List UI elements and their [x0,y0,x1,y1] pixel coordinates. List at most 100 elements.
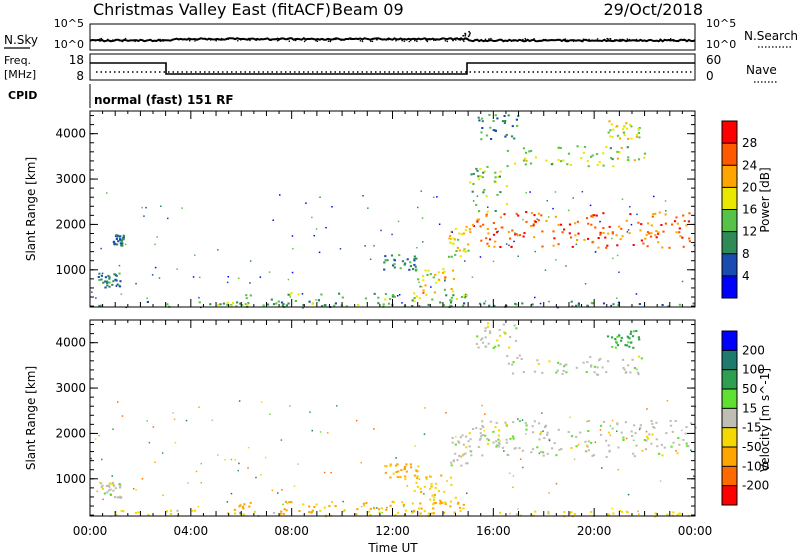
power-cell [660,224,663,226]
vel-cell [278,514,281,517]
power-cell [108,276,111,279]
power-cell [477,116,480,119]
power-cell [418,297,421,300]
vel-cell [331,500,334,503]
power-cell [557,243,560,246]
vel-cell [118,486,122,489]
power-noise-cell [259,276,262,278]
vel-cell [612,512,615,515]
power-cell [522,147,525,150]
power-cell [481,117,484,120]
vel-cell [629,371,632,374]
power-cell [678,227,681,230]
vel-cell [620,336,623,339]
vel-cell [575,366,578,369]
vel-cell [561,372,564,375]
noise-search-point [468,30,470,33]
power-cell [590,155,593,158]
vel-noise-cell [102,498,104,501]
power-noise-cell [156,236,158,238]
vel-cell [685,442,688,445]
vel-noise-cell [174,441,177,444]
vel-cell [593,371,596,374]
noise-search-point [659,38,661,40]
vel-cell [511,372,515,375]
vel-cell [648,433,651,436]
noise-search-point [196,38,199,40]
power-cell [454,227,457,230]
power-cell [651,215,654,218]
time-tick-label: 12:00 [375,524,410,538]
vel-cell [513,324,516,327]
power-cell [494,227,497,230]
power-cell [487,245,491,248]
vel-noise-cell [239,512,241,514]
colorbar-segment [722,275,737,299]
power-cell [597,246,600,249]
power-cell [489,126,492,129]
vel-cell [392,501,396,504]
power-noise-cell [369,258,372,260]
vel-cell [625,510,629,513]
power-cell [606,244,609,247]
power-noise-cell [420,190,422,192]
power-cell [608,120,611,123]
power-cell [560,160,563,163]
noise-search-point [522,38,524,41]
power-cell [482,223,485,226]
power-cell [219,303,222,306]
noise-search-point [124,37,127,40]
noise-search-point [329,40,332,43]
vel-cell [308,511,311,514]
vel-cell [484,336,487,339]
power-cell [524,151,528,154]
noise-search-point [669,38,672,40]
noise-search-point [426,39,428,42]
vel-cell [503,331,506,334]
vel-noise-cell [594,441,597,443]
power-cell [112,241,115,244]
power-cell [667,305,670,308]
vel-cell [499,511,502,514]
noise-search-point [484,38,487,41]
power-cell [675,216,678,219]
vel-noise-cell [269,413,271,415]
power-cell [532,222,535,225]
vel-cell [410,466,413,469]
power-cell [494,114,497,117]
power-cell [98,279,101,281]
vel-cell [238,505,241,508]
power-cell [504,120,507,122]
vel-cell [394,514,397,517]
power-cell [616,244,619,247]
vel-cell [432,503,435,506]
noise-search-point [433,39,435,41]
vel-cell [100,486,103,489]
power-cell [492,120,495,122]
power-cell [424,269,427,272]
vel-cell [541,371,544,374]
noise-search-point [240,39,242,41]
vel-cell [377,508,381,511]
vel-cell [614,340,617,343]
vel-noise-cell [101,458,103,461]
power-noise-cell [508,244,510,247]
power-noise-cell [436,196,438,198]
vel-cell [481,420,484,423]
power-cell [443,270,446,273]
vel-noise-cell [197,505,199,508]
vel-cell [651,433,654,436]
vel-cell [111,483,114,485]
vel-cell [512,421,515,424]
power-cell [393,295,396,298]
noise-search-point [220,37,223,40]
vel-cell [512,361,515,364]
colorbar-tick-label: -15 [742,421,762,435]
power-cell [577,302,580,305]
power-cell [530,149,533,152]
power-cell [661,304,664,306]
vel-noise-cell [548,492,550,494]
vel-cell [592,454,595,457]
vel-cell [677,437,680,439]
